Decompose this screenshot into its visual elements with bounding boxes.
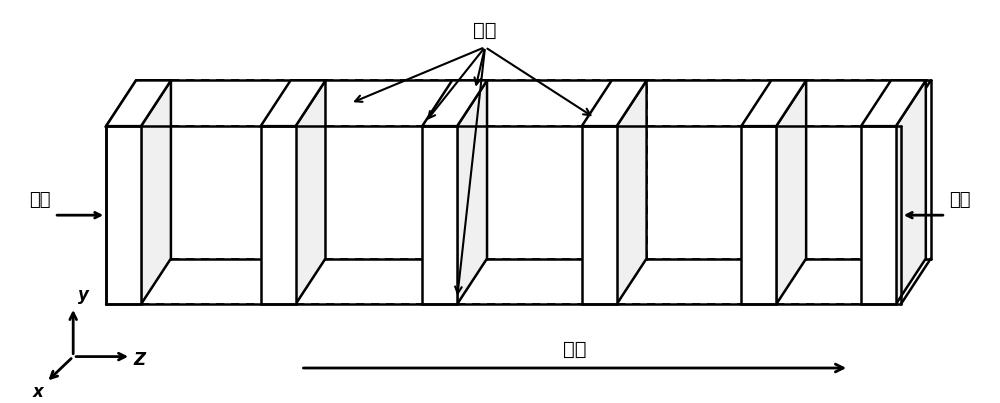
Text: 入口: 入口 xyxy=(29,191,50,210)
Bar xyxy=(861,126,896,304)
Text: Z: Z xyxy=(133,351,145,370)
Text: 壁面: 壁面 xyxy=(473,21,497,39)
Polygon shape xyxy=(861,81,926,126)
Polygon shape xyxy=(457,81,487,304)
Polygon shape xyxy=(141,81,171,304)
Polygon shape xyxy=(617,81,647,304)
Bar xyxy=(261,126,296,304)
Bar xyxy=(422,126,457,304)
Polygon shape xyxy=(776,81,806,304)
Polygon shape xyxy=(422,81,487,126)
Polygon shape xyxy=(261,81,325,126)
Polygon shape xyxy=(296,81,325,304)
Polygon shape xyxy=(896,81,926,304)
Bar xyxy=(582,126,617,304)
Polygon shape xyxy=(582,81,647,126)
Text: x: x xyxy=(33,383,43,401)
Text: 流动: 流动 xyxy=(563,339,587,359)
Bar xyxy=(106,126,141,304)
Bar xyxy=(741,126,776,304)
Polygon shape xyxy=(741,81,806,126)
Polygon shape xyxy=(106,81,171,126)
Text: y: y xyxy=(78,286,89,304)
Text: 出口: 出口 xyxy=(949,191,970,210)
